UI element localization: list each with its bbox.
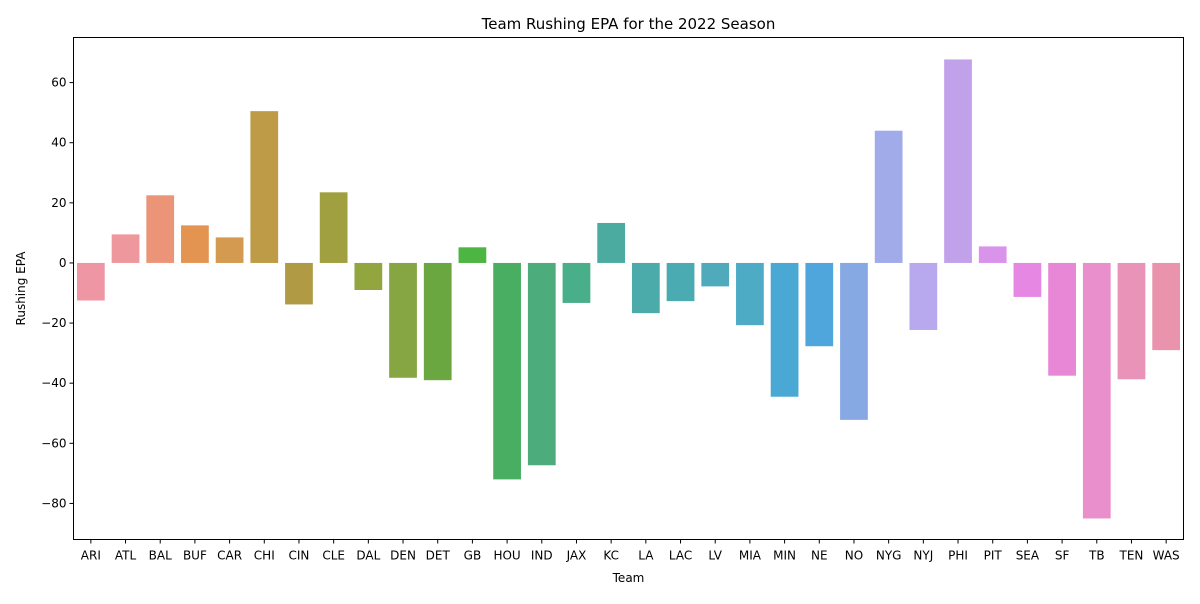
bar-car	[215, 237, 244, 263]
y-tick-label: 20	[51, 196, 66, 210]
plot-frame	[73, 37, 1184, 540]
bar-nyg	[874, 130, 903, 263]
y-tick-label: −60	[41, 436, 66, 450]
bar-tb	[1082, 262, 1111, 519]
x-tick-label: NE	[811, 549, 828, 563]
y-tick-label: 60	[51, 76, 66, 90]
bar-gb	[458, 247, 487, 263]
x-tick-label: LV	[708, 549, 722, 563]
bar-ne	[805, 262, 834, 347]
x-tick-label: NYJ	[913, 549, 933, 563]
x-tick-label: SEA	[1016, 549, 1040, 563]
x-tick-label: LA	[638, 549, 654, 563]
bars-layer	[76, 59, 1181, 519]
bar-cle	[319, 192, 348, 263]
bar-nyj	[909, 262, 938, 330]
x-tick-label: PHI	[948, 549, 968, 563]
x-tick-label: CIN	[289, 549, 310, 563]
x-axis: ARI ATL BAL BUF CAR CHI CIN CLE DAL DEN DET GB HOU IN…	[81, 539, 1180, 563]
x-tick-label: CHI	[254, 549, 275, 563]
bar-lac	[666, 262, 695, 302]
bar-sf	[1048, 262, 1076, 376]
bar-pit	[978, 246, 1007, 263]
bar-hou	[493, 262, 521, 480]
bar-sea	[1013, 262, 1042, 297]
x-tick-label: DEN	[390, 549, 416, 563]
x-tick-label: ATL	[115, 549, 137, 563]
x-tick-label: CLE	[322, 549, 345, 563]
y-tick-label: 0	[59, 256, 67, 270]
y-tick-label: −40	[41, 376, 66, 390]
bar-cin	[285, 262, 313, 305]
x-tick-label: WAS	[1153, 549, 1180, 563]
bar-min	[770, 262, 799, 397]
bar-la	[631, 262, 660, 314]
x-tick-label: GB	[464, 549, 482, 563]
bar-no	[840, 262, 868, 420]
chart-title: Team Rushing EPA for the 2022 Season	[481, 15, 776, 33]
bar-lv	[701, 262, 730, 287]
x-tick-label: DET	[426, 549, 451, 563]
x-axis-label: Team	[612, 571, 645, 585]
y-tick-label: −80	[41, 496, 66, 510]
bar-buf	[181, 225, 209, 263]
bar-phi	[944, 59, 972, 263]
bar-mia	[736, 262, 764, 326]
x-tick-label: MIN	[773, 549, 796, 563]
x-tick-label: DAL	[356, 549, 380, 563]
y-axis-label: Rushing EPA	[14, 251, 28, 326]
x-tick-label: LAC	[669, 549, 692, 563]
y-axis: −80 −60 −40 −20 0 20 40 60	[41, 76, 74, 510]
x-tick-label: NO	[845, 549, 863, 563]
x-tick-label: NYG	[876, 549, 902, 563]
x-tick-label: ARI	[81, 549, 101, 563]
x-tick-label: KC	[603, 549, 619, 563]
bar-jax	[562, 262, 591, 303]
bar-det	[423, 262, 452, 381]
x-tick-label: TB	[1088, 549, 1105, 563]
bar-chi	[250, 111, 279, 263]
x-tick-label: BUF	[183, 549, 207, 563]
x-tick-label: BAL	[149, 549, 172, 563]
x-tick-label: JAX	[566, 549, 587, 563]
x-tick-label: MIA	[739, 549, 762, 563]
bar-ind	[527, 262, 556, 466]
x-tick-label: SF	[1055, 549, 1070, 563]
x-tick-label: CAR	[217, 549, 242, 563]
bar-was	[1152, 262, 1181, 351]
bar-kc	[597, 222, 626, 263]
y-tick-label: 40	[51, 136, 66, 150]
x-tick-label: TEN	[1119, 549, 1144, 563]
x-tick-label: PIT	[984, 549, 1003, 563]
x-tick-label: HOU	[493, 549, 520, 563]
bar-den	[389, 262, 417, 378]
bar-dal	[354, 262, 383, 290]
bar-bal	[146, 195, 175, 263]
bar-ari	[76, 262, 105, 301]
y-tick-label: −20	[41, 316, 66, 330]
x-tick-label: IND	[531, 549, 553, 563]
bar-atl	[111, 234, 140, 263]
bar-ten	[1117, 262, 1146, 380]
